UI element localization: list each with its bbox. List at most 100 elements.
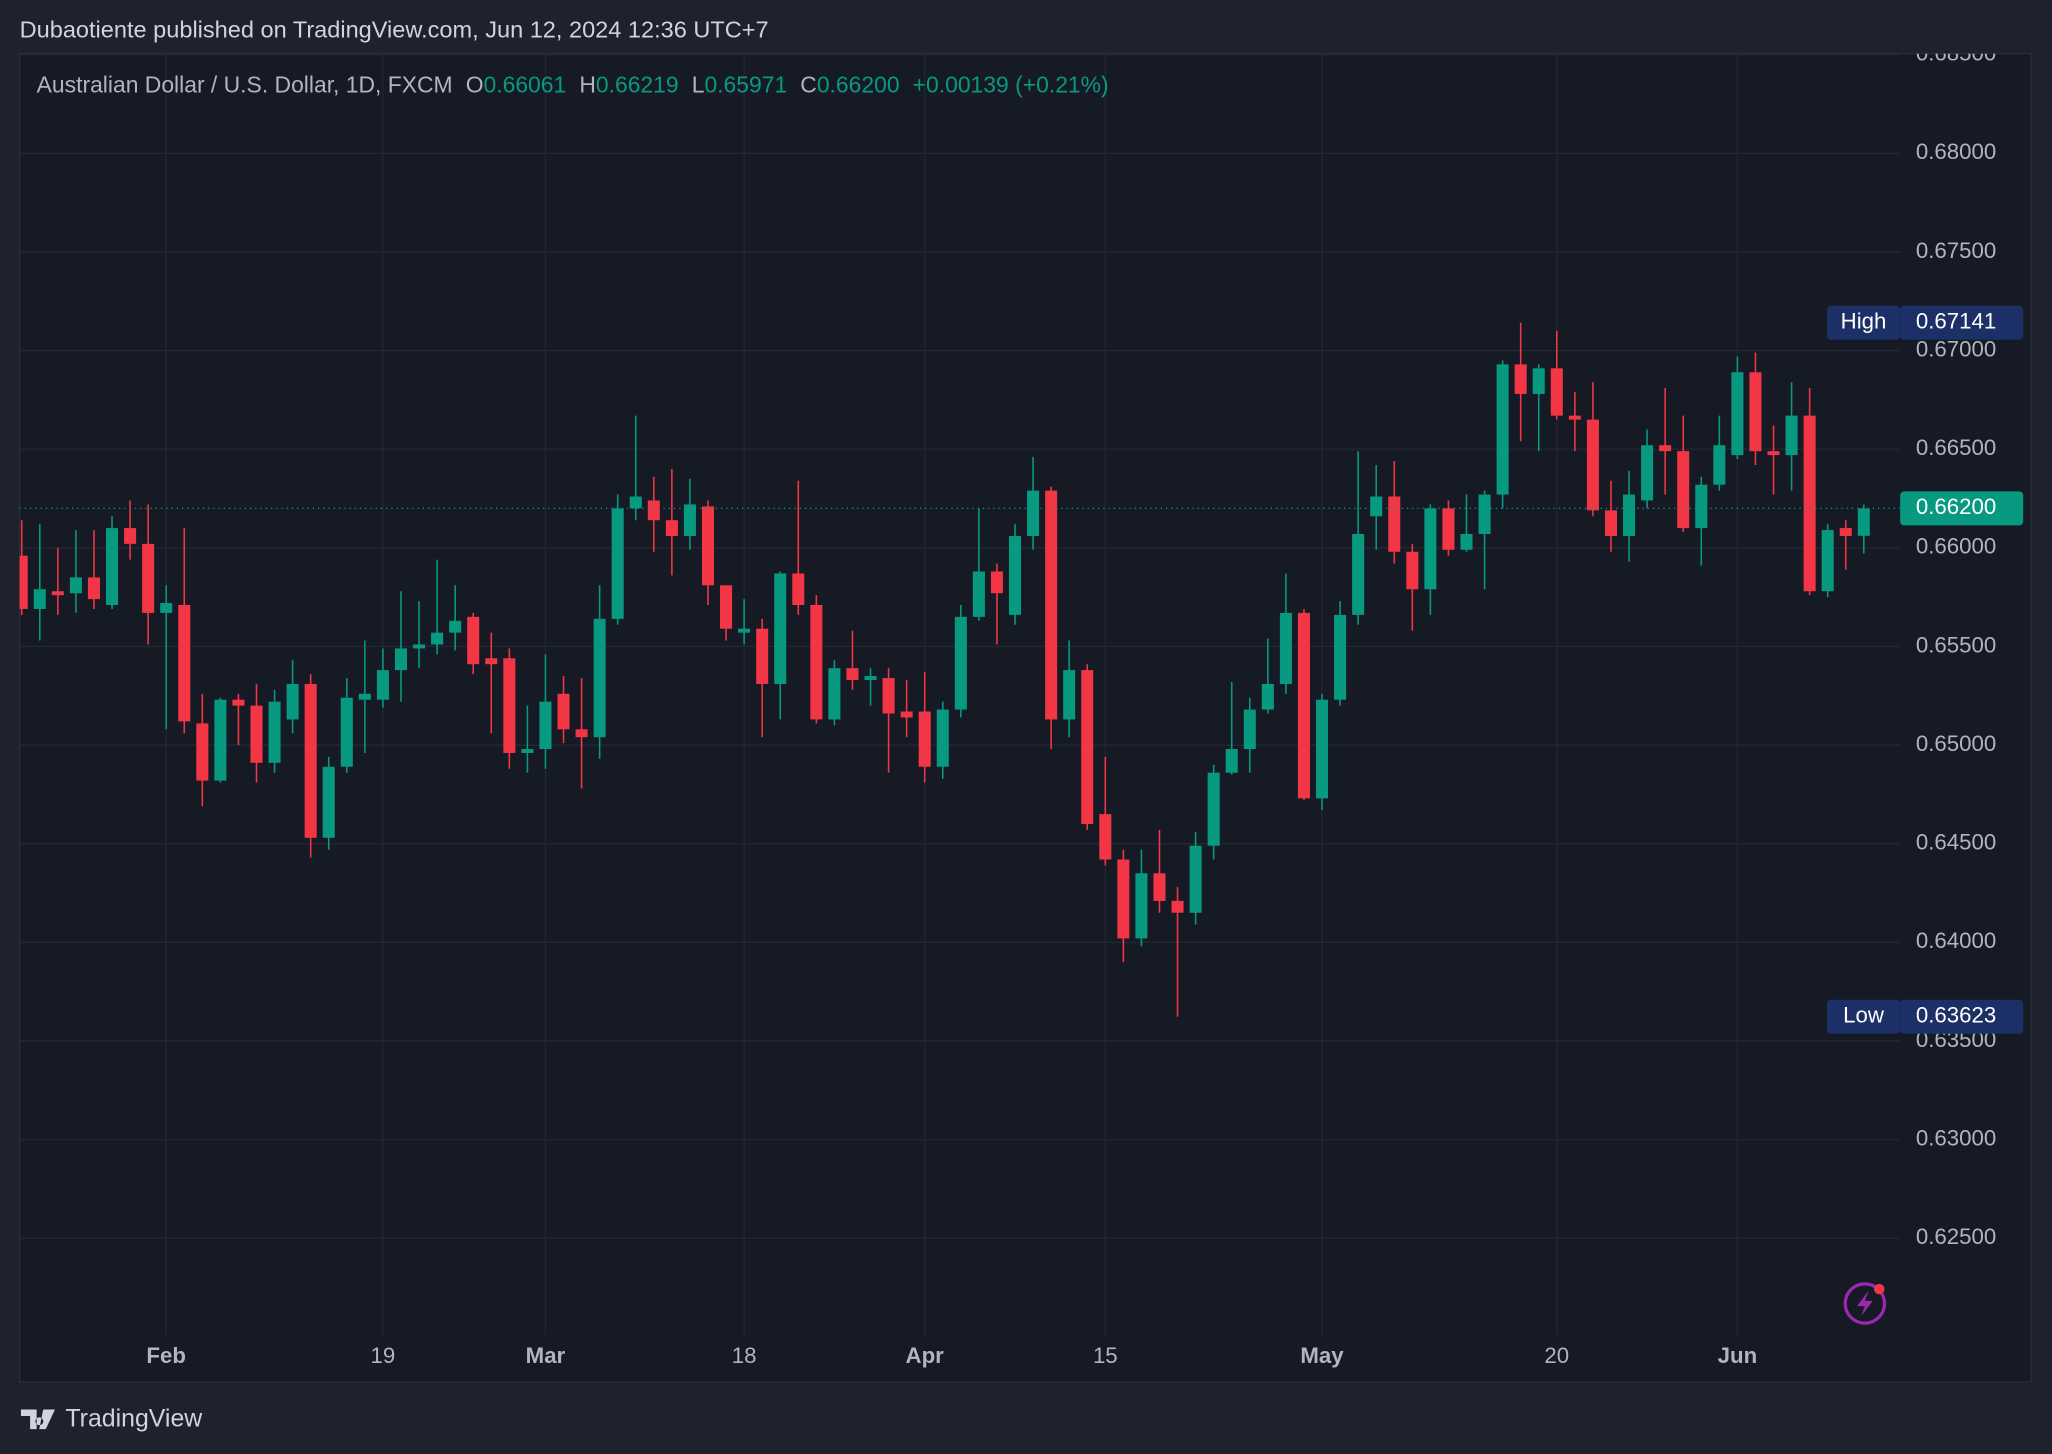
candle-body [106,528,119,606]
candle-body [1839,528,1852,536]
candle-body [1388,496,1401,552]
y-tick-label: 0.66000 [1916,534,1996,559]
candle-body [1496,364,1509,495]
candle-body [774,573,787,684]
y-tick-label: 0.65500 [1916,632,1996,657]
candle-body [1767,451,1780,456]
candle-body [1568,415,1581,420]
legend-value: 0.66061 [484,71,567,97]
legend-key: L [692,71,705,97]
candle-body [990,571,1003,594]
candle-body [738,628,751,633]
candle-body [1135,873,1148,939]
last-price-label: 0.66200 [1916,494,1996,519]
y-tick-label: 0.63000 [1916,1125,1996,1150]
candle-body [1695,484,1708,529]
candle-body [1027,490,1040,536]
price-label-name: Low [1843,1003,1885,1028]
candle-body [1749,372,1762,452]
candle-body [250,705,263,763]
candle-body [810,605,823,720]
candle-body [431,632,444,645]
x-tick-label: Mar [526,1343,566,1368]
candle-body [557,693,570,730]
candle-body [1460,534,1473,550]
chart-pane [18,53,2032,1383]
lightning-icon[interactable] [1843,1282,1887,1325]
candle-body [1586,419,1599,511]
candle-body [160,603,173,613]
candle-body [1713,445,1726,485]
candle-body [1117,859,1130,939]
candle-body [539,701,552,750]
candle-body [467,616,480,665]
tradingview-logo[interactable]: TradingView [20,1405,203,1433]
candle-body [972,571,985,617]
candle-body [828,668,841,720]
y-tick-label: 0.65000 [1916,731,1996,756]
legend-value: 0.65971 [704,71,787,97]
candle-body [142,543,155,613]
candle-body [1370,496,1383,517]
candle-body [1279,612,1292,684]
y-tick-label: 0.68500 [1916,41,1996,66]
candle-body [1045,490,1058,720]
candle-body [1261,683,1274,710]
y-tick-label: 0.62500 [1916,1224,1996,1249]
candle-body [1821,530,1834,592]
y-tick-label: 0.67000 [1916,336,1996,361]
x-tick-label: 20 [1544,1343,1569,1368]
candle-body [214,699,227,781]
candle-body [449,620,462,633]
candle-body [756,628,769,684]
price-label-name: High [1841,309,1887,334]
publish-header: Dubaotiente published on TradingView.com… [20,17,769,43]
last-price-box [1900,491,2024,526]
legend-key: O [466,71,484,97]
candle-body [1550,368,1563,416]
x-tick-label: 19 [371,1343,396,1368]
candle-body [87,577,100,600]
candle-body [394,648,407,671]
candle-body [1153,873,1166,901]
candle-body [1623,494,1636,536]
candle-body [521,749,534,753]
price-label-name-box [1826,999,1901,1034]
candle-body [701,506,715,586]
x-tick-label: May [1300,1343,1344,1368]
candle-body [611,508,624,619]
candle-body [1731,372,1744,456]
candle-body [232,699,245,706]
y-tick-label: 0.66500 [1916,435,1996,460]
candle-body [665,520,678,536]
candle-body [647,500,660,521]
candle-body [1099,814,1112,860]
candle-body [1352,534,1365,615]
candle-body [19,555,28,609]
candle-body [1008,535,1022,615]
candle-body [1316,699,1329,799]
candle-body [900,711,913,718]
candle-body [882,678,895,714]
candle-body [376,670,389,700]
candle-body [1442,508,1455,550]
candle-body [792,573,805,606]
x-tick-label: Feb [146,1343,186,1368]
candle-body [1225,749,1238,773]
candle-body [413,644,426,649]
candle-body [1677,451,1690,529]
candle-body [1334,614,1347,700]
legend-key: C [800,71,817,97]
y-tick-label: 0.64000 [1916,928,1996,953]
y-tick-label: 0.68000 [1916,139,1996,164]
candle-body [286,683,299,720]
candle-body [1857,508,1870,536]
candle-body [51,591,64,596]
candle-body [503,658,516,753]
candle-body [196,723,209,781]
price-label-value: 0.67141 [1916,309,1996,334]
candle-body [954,616,967,710]
candle-body [575,729,588,738]
price-label-value-box [1900,999,2024,1034]
